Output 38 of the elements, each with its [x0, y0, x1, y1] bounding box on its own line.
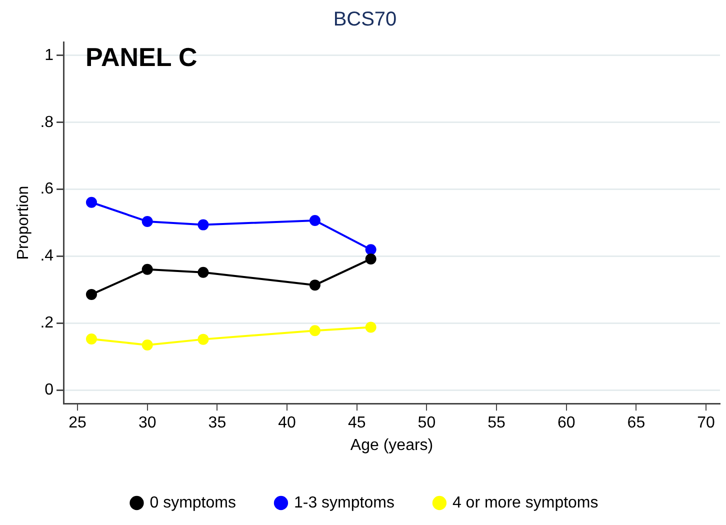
point [365, 322, 376, 333]
legend-label: 4 or more symptoms [452, 494, 598, 512]
y-tick-label: .4 [40, 248, 54, 265]
y-tick-label: 1 [44, 46, 54, 64]
x-tick-label: 35 [208, 414, 226, 432]
point [86, 196, 97, 208]
x-tick-label: 50 [418, 414, 436, 432]
point [309, 325, 320, 336]
point [198, 334, 209, 345]
point [365, 244, 376, 256]
x-axis-title: Age (years) [350, 436, 434, 454]
y-axis-title: Proportion [15, 186, 32, 260]
x-tick-label: 65 [627, 414, 646, 432]
annotation: PANEL C [86, 42, 198, 72]
point [309, 280, 320, 291]
point [142, 340, 153, 351]
y-tick-label: .2 [40, 314, 54, 332]
chart-title: BCS70 [333, 8, 397, 31]
x-tick-label: 55 [488, 414, 506, 432]
point [86, 288, 97, 300]
point [365, 253, 376, 264]
point [86, 333, 97, 344]
legend-label: 0 symptoms [150, 494, 236, 512]
x-tick-label: 25 [68, 414, 87, 432]
x-tick-label: 40 [278, 414, 296, 432]
x-tick-label: 45 [348, 414, 366, 432]
point [198, 219, 209, 230]
point [142, 264, 153, 275]
point [309, 214, 320, 226]
x-tick-label: 60 [557, 414, 576, 432]
x-tick-label: 70 [697, 414, 716, 432]
y-tick-label: 0 [44, 382, 54, 399]
legend-label: 1-3 symptoms [294, 494, 394, 512]
y-tick-label: .6 [40, 180, 54, 198]
y-tick-label: .8 [40, 114, 54, 131]
x-tick-label: 30 [138, 414, 156, 432]
point [142, 216, 153, 227]
point [198, 266, 209, 278]
